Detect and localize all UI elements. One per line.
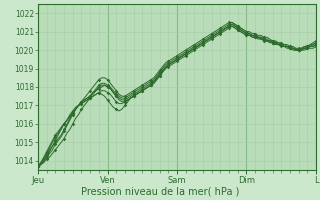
Text: Pression niveau de la mer( hPa ): Pression niveau de la mer( hPa ) xyxy=(81,186,239,196)
